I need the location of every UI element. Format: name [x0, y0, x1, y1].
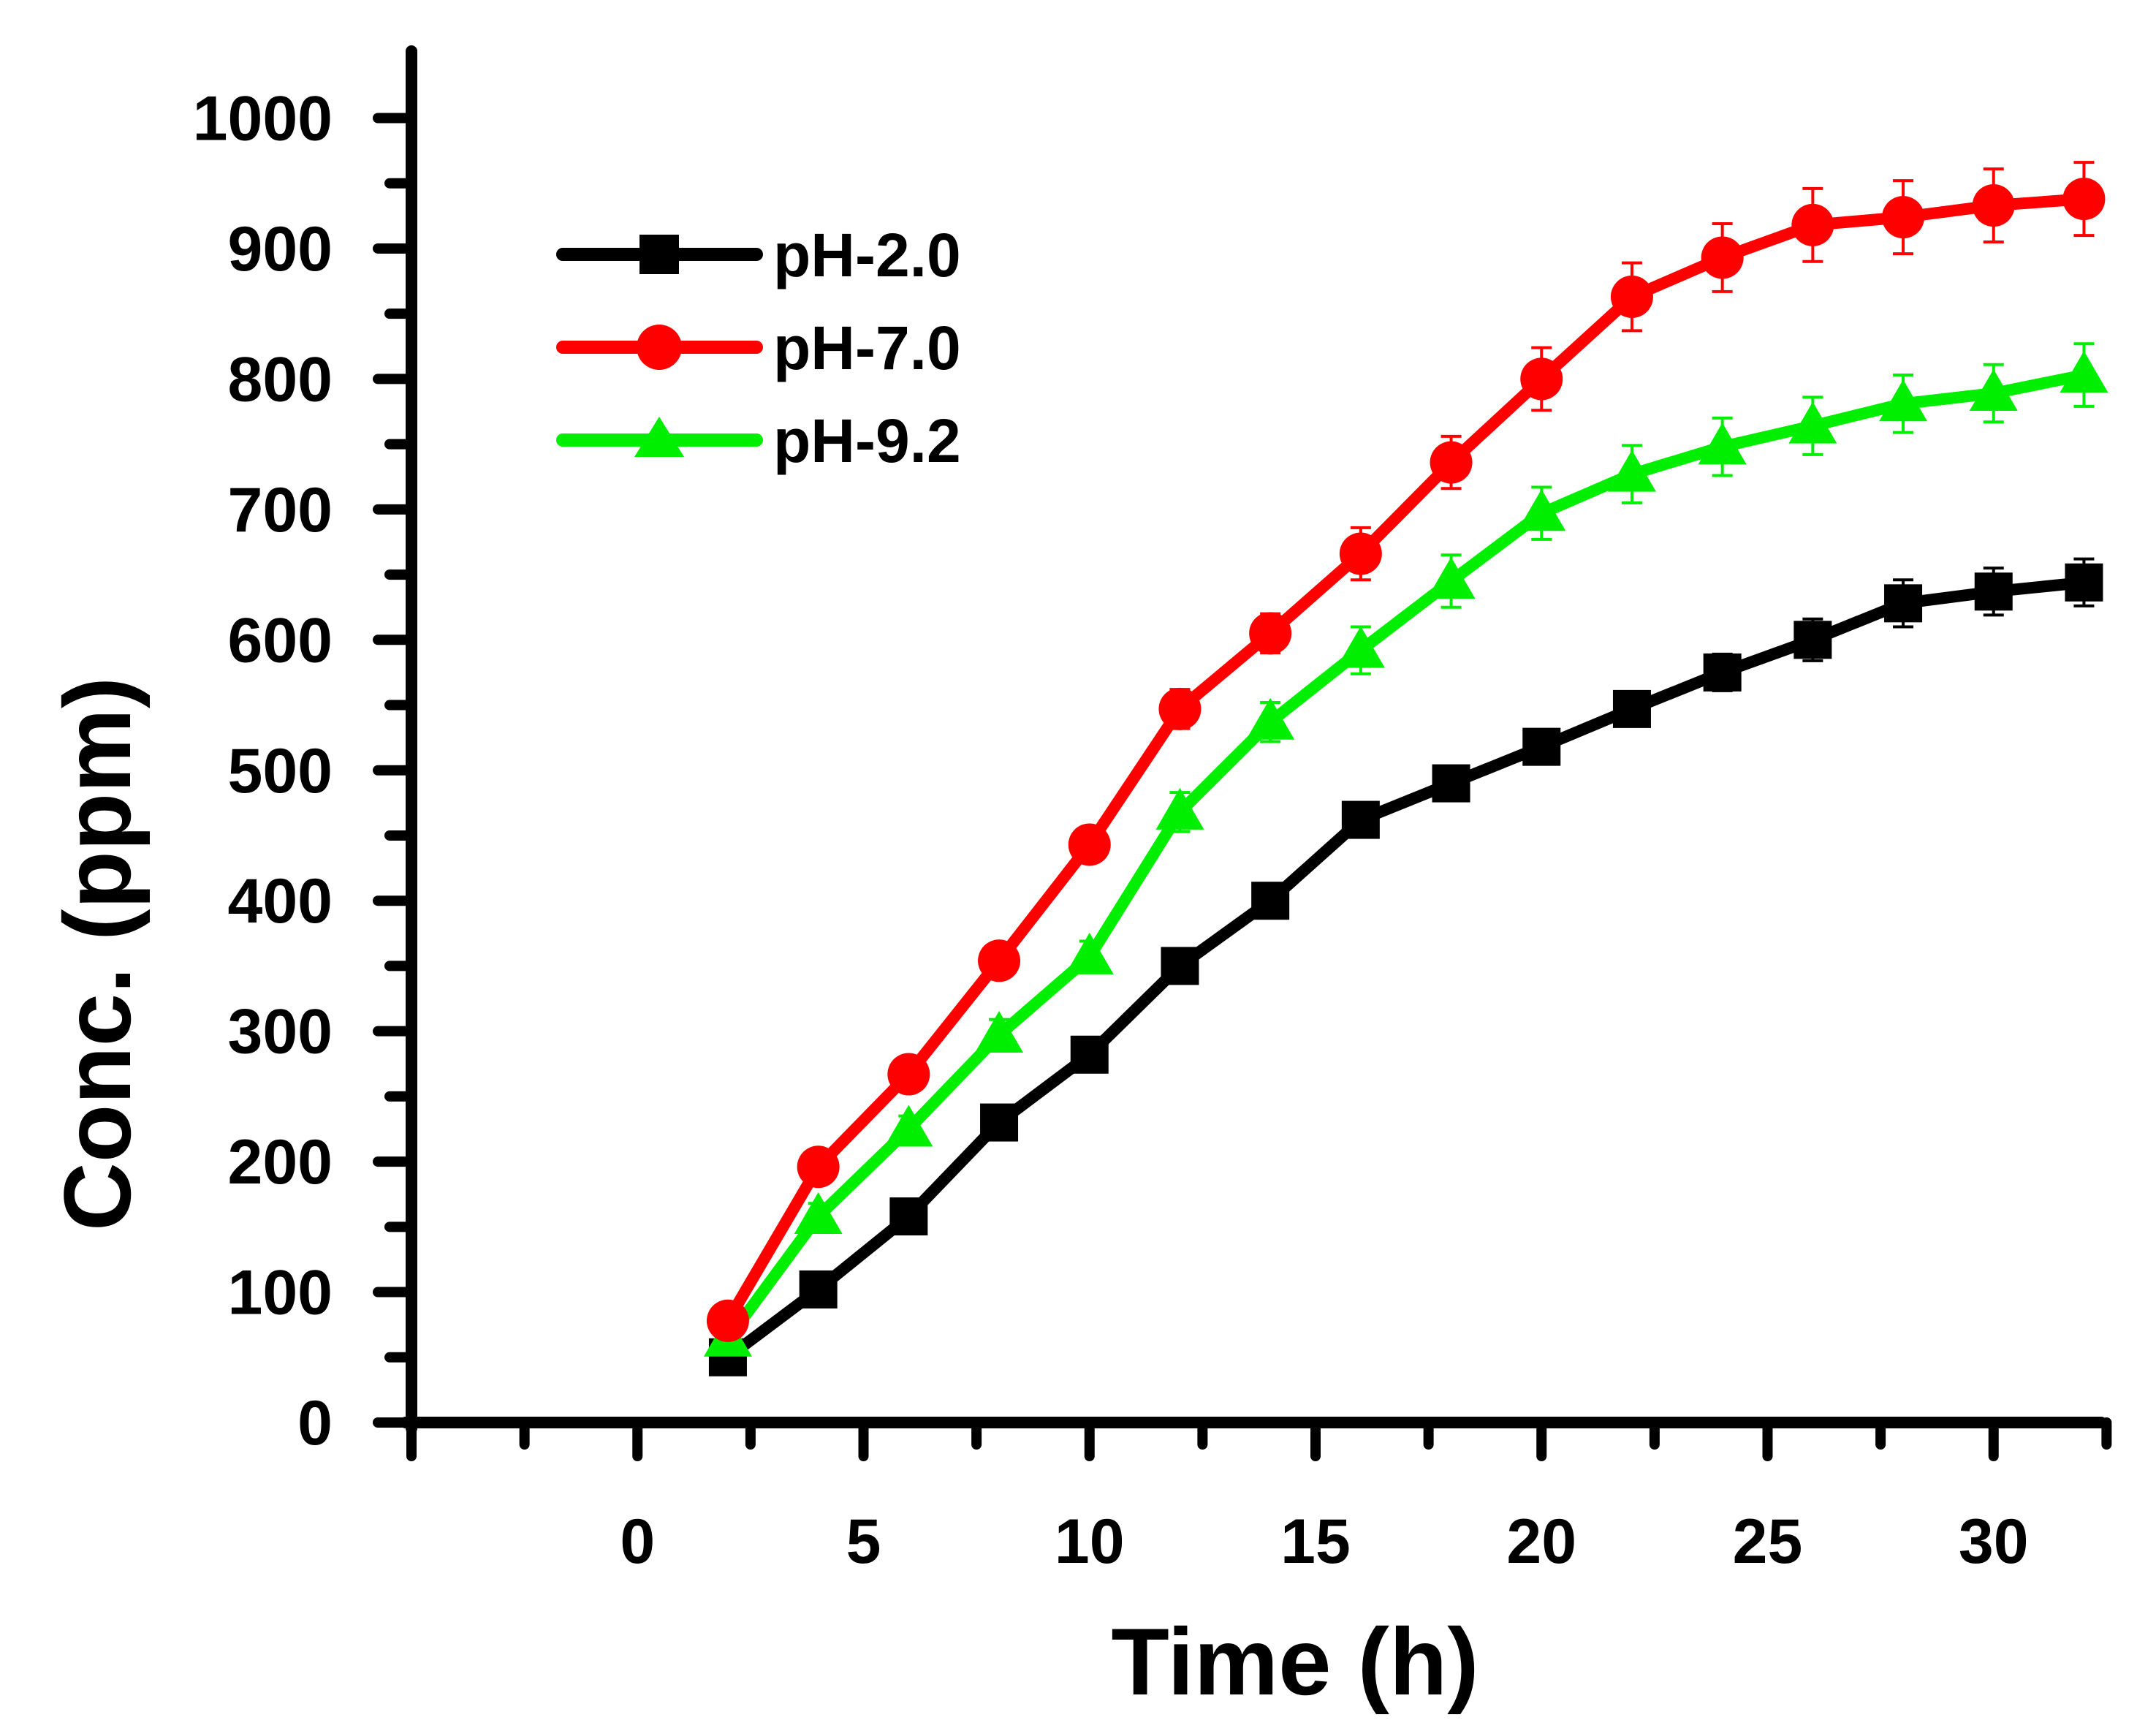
data-point — [1882, 196, 1925, 239]
series-ph-2-0 — [708, 557, 2103, 1376]
data-point — [1791, 203, 1834, 246]
legend-label-ph-9: pH-9.2 — [773, 406, 961, 475]
data-point — [1701, 236, 1744, 279]
data-point — [799, 1270, 838, 1308]
data-point — [1969, 369, 2018, 412]
axes: 0 100 200 300 400 500 600 700 800 900 1000 0 5 10 15 20… — [193, 45, 2112, 1577]
data-point — [1607, 450, 1656, 492]
data-point — [1610, 275, 1653, 318]
data-point — [2060, 351, 2108, 393]
data-point — [1341, 800, 1380, 839]
data-point — [1522, 727, 1561, 766]
data-point — [1251, 882, 1290, 920]
data-point — [978, 939, 1021, 982]
data-point — [980, 1103, 1019, 1142]
data-point — [1068, 823, 1111, 866]
x-tick-label: 30 — [1959, 1507, 2029, 1577]
legend-marker-triangle-icon — [634, 417, 684, 457]
x-axis-title: Time (h) — [1111, 1608, 1479, 1715]
data-point — [1703, 653, 1742, 692]
series-line — [721, 369, 2090, 1345]
legend-item-ph-2: pH-2.0 — [556, 221, 961, 289]
x-tick-label: 5 — [846, 1507, 881, 1577]
series-ph-7-0 — [706, 161, 2106, 1342]
data-point — [1884, 584, 1923, 623]
data-point — [2062, 178, 2106, 221]
data-point — [1788, 401, 1837, 444]
legend-label-ph-7: pH-7.0 — [773, 314, 961, 382]
data-point — [706, 1299, 749, 1342]
series-line — [721, 193, 2090, 1327]
legend-label-ph-2: pH-2.0 — [773, 221, 961, 289]
legend: pH-2.0 pH-7.0 pH-9.2 — [556, 221, 961, 475]
legend-marker-circle-icon — [637, 325, 682, 370]
data-point — [1430, 441, 1473, 484]
y-tick-label: 400 — [228, 866, 333, 936]
data-point — [1427, 556, 1476, 599]
data-point — [1339, 532, 1382, 575]
legend-item-ph-7: pH-7.0 — [556, 314, 961, 382]
data-point — [1249, 612, 1292, 655]
data-point — [975, 1011, 1024, 1053]
data-point — [1612, 689, 1651, 728]
x-tick-label: 20 — [1506, 1507, 1576, 1577]
series-ph-9-2 — [703, 342, 2108, 1357]
data-point — [889, 1197, 928, 1236]
legend-marker-square-icon — [639, 235, 679, 274]
y-axis-title: Conc. (ppm) — [44, 677, 151, 1231]
data-point — [2065, 563, 2103, 602]
x-tick-label: 15 — [1280, 1507, 1351, 1577]
data-point — [1517, 489, 1566, 531]
x-tick-label: 10 — [1055, 1507, 1125, 1577]
data-point — [1161, 947, 1199, 985]
data-point — [1793, 621, 1832, 659]
legend-item-ph-9: pH-9.2 — [556, 406, 961, 475]
data-point — [797, 1145, 840, 1189]
data-point — [1972, 184, 2015, 227]
y-tick-label: 200 — [228, 1127, 333, 1197]
series-layer — [703, 161, 2108, 1376]
y-tick-label: 0 — [297, 1388, 333, 1458]
data-point — [794, 1192, 843, 1235]
x-tick-label: 0 — [620, 1507, 655, 1577]
data-point — [1698, 423, 1747, 465]
y-tick-label: 100 — [228, 1258, 333, 1328]
y-tick-label: 500 — [228, 736, 333, 806]
data-point — [1974, 572, 2013, 611]
series-line — [721, 576, 2090, 1363]
y-tick-label: 700 — [228, 475, 333, 545]
data-point — [1155, 787, 1204, 830]
y-tick-label: 600 — [228, 605, 333, 675]
y-tick-label: 900 — [228, 214, 333, 284]
data-point — [1520, 357, 1563, 401]
data-point — [1336, 626, 1385, 668]
data-point — [1246, 697, 1295, 740]
data-point — [1158, 687, 1202, 730]
y-tick-label: 300 — [228, 997, 333, 1067]
data-point — [887, 1053, 930, 1096]
data-point — [1070, 1035, 1109, 1074]
x-tick-label: 25 — [1733, 1507, 1803, 1577]
data-point — [884, 1105, 933, 1147]
y-tick-label: 800 — [228, 344, 333, 414]
data-point — [1879, 379, 1928, 422]
data-point — [1065, 932, 1114, 974]
data-point — [1432, 764, 1470, 803]
y-tick-label: 1000 — [193, 84, 333, 154]
